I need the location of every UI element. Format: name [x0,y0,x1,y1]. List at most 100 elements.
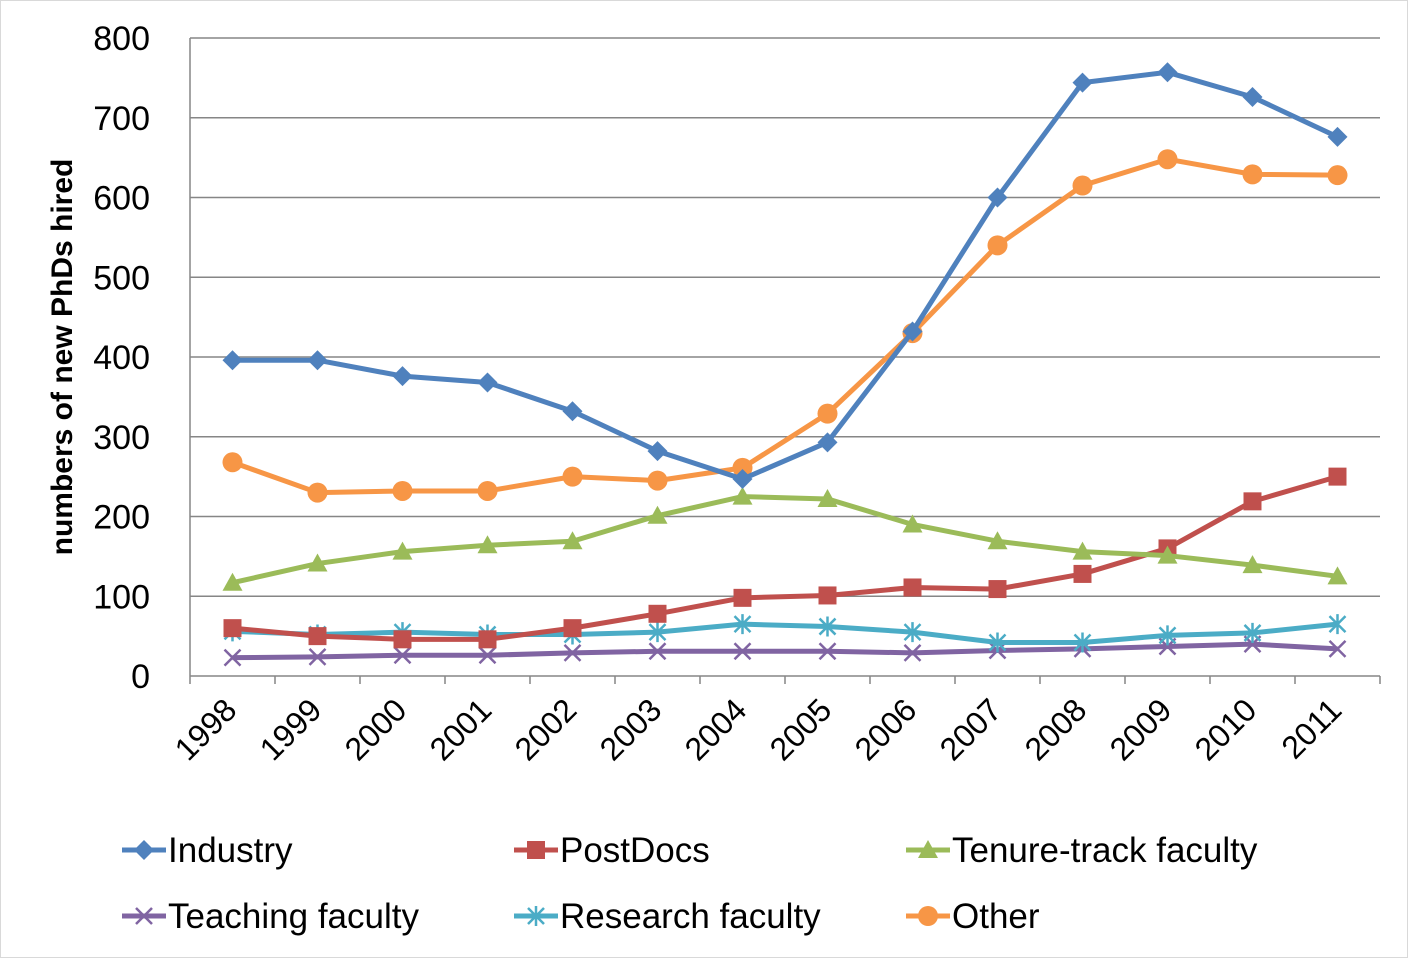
legend-marker [918,840,938,858]
legend-label: PostDocs [560,831,710,870]
y-tick-label: 400 [93,339,150,377]
legend-marker [135,907,153,925]
data-point [1157,149,1178,170]
legend-label: Tenure-track faculty [952,831,1258,870]
x-tick-label: 2004 [678,691,754,767]
data-point [562,401,583,422]
data-point [988,580,1007,599]
data-point [903,622,922,643]
data-point [987,187,1008,208]
x-tick-label: 2002 [508,691,584,767]
data-point [648,604,667,623]
series-line [232,621,1338,646]
data-point [817,432,838,453]
legend-item: Teaching faculty [122,897,419,936]
legend-label: Teaching faculty [168,897,419,936]
data-point [562,466,583,487]
legend-item: Industry [122,831,293,870]
x-tick-label: 2005 [763,691,839,767]
data-point [1328,614,1347,635]
data-point [1073,632,1092,653]
data-point [393,646,412,665]
legend-item: Tenure-track faculty [906,831,1258,870]
data-point [1328,467,1347,486]
data-point [733,588,752,607]
series-other [222,149,1348,503]
data-point [392,366,413,387]
data-point [647,470,668,491]
x-tick-label: 2000 [338,691,414,767]
data-point [1072,541,1093,560]
data-point [563,643,582,662]
data-point [1327,126,1348,147]
data-point [477,535,498,554]
data-point [563,619,582,638]
data-point [222,452,243,473]
data-point [733,642,752,661]
y-tick-label: 800 [93,20,150,58]
y-tick-label: 500 [93,259,150,297]
data-point [562,531,583,550]
series-lines [222,62,1348,667]
legend-label: Other [952,897,1040,936]
data-point [477,480,498,501]
series-industry [222,62,1348,490]
data-point [1242,164,1263,185]
data-point [478,630,497,649]
data-point [987,235,1008,256]
data-point [648,622,667,643]
legend: Industry PostDocs Tenure-track faculty Teac… [122,831,1258,936]
data-point [733,614,752,635]
data-point [478,646,497,665]
data-point [732,457,753,478]
data-point [818,586,837,605]
x-tick-label: 1998 [168,691,244,767]
series-line [232,69,1339,482]
gridlines [189,37,1381,684]
legend-marker [527,841,545,859]
data-point [223,619,242,638]
y-tick-label: 700 [93,100,150,138]
data-point [1073,564,1092,583]
series-tenure-track-faculty [222,486,1348,591]
y-axis-ticks: 0 100 200 300 400 500 600 700 800 [93,20,150,696]
data-point [732,486,753,505]
data-point [392,480,413,501]
x-tick-label: 2007 [933,691,1009,767]
y-tick-label: 200 [93,499,150,537]
data-point [1072,175,1093,196]
x-tick-label: 2006 [848,691,924,767]
data-point [222,572,243,591]
data-point [1327,165,1348,186]
legend-label: Industry [168,831,293,870]
data-point [222,350,243,371]
y-tick-label: 100 [93,578,150,616]
series-line [231,156,1338,496]
data-point [987,531,1008,550]
x-tick-label: 2010 [1188,691,1264,767]
data-point [392,541,413,560]
data-point [307,482,328,503]
data-point [817,403,838,424]
data-point [988,632,1007,653]
data-point [1242,555,1263,574]
data-point [648,642,667,661]
legend-marker [918,906,938,926]
x-tick-label: 2011 [1274,691,1348,765]
x-tick-label: 2003 [593,691,669,767]
data-point [647,441,668,462]
data-point [732,469,753,490]
data-point [477,372,498,393]
data-point [1243,492,1262,511]
data-point [1158,625,1177,646]
data-point [902,321,923,342]
x-tick-label: 2008 [1018,691,1094,767]
data-point [902,514,923,533]
data-point [1328,640,1347,658]
series-line [232,641,1338,661]
legend-label: Research faculty [560,897,821,936]
legend-item: Other [906,897,1040,936]
y-tick-label: 300 [93,419,150,457]
